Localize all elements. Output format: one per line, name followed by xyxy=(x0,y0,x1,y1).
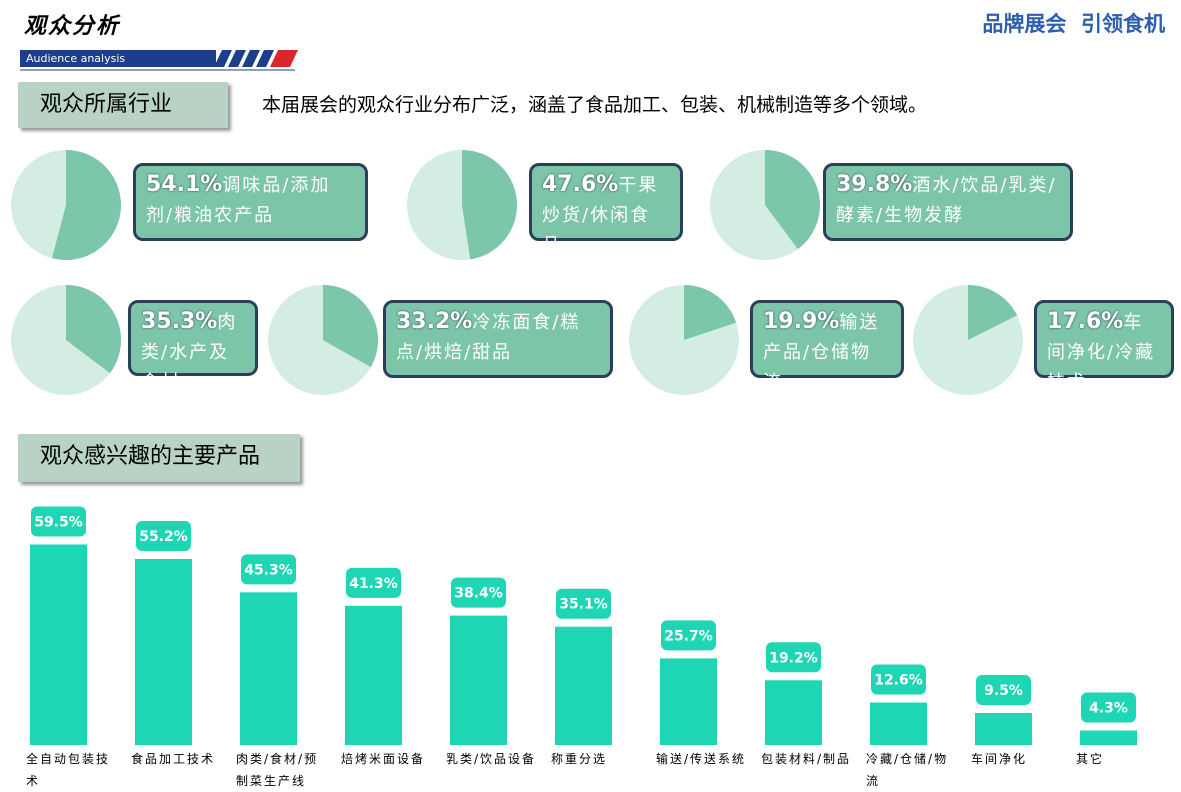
bar xyxy=(30,544,87,745)
category-label: 冷藏/仓储/物流 xyxy=(866,752,949,788)
pie-category-label: 干果炒货/休闲食品 xyxy=(542,175,659,256)
value-label-box xyxy=(346,567,401,598)
pie-slice xyxy=(684,285,737,340)
pie-category-label: 肉类/水产及食材 xyxy=(141,312,238,393)
pie-value-label: 35.3% xyxy=(141,309,218,334)
value-label: 4.3% xyxy=(1089,701,1128,717)
bar xyxy=(660,658,717,745)
pie-label-box: 17.6%车间净化/冷藏技术 xyxy=(1034,300,1174,393)
pie-value-label: 39.8% xyxy=(836,172,913,197)
pie-category-label: 车间净化/冷藏技术 xyxy=(1047,312,1156,393)
category-label: 乳类/饮品设备 xyxy=(446,752,537,766)
category-label: 其它 xyxy=(1076,752,1105,766)
pie-category-label: 输送产品/仓储物流 xyxy=(763,312,880,393)
pie-slice xyxy=(51,150,121,260)
value-label: 59.5% xyxy=(34,514,83,530)
pie-slice xyxy=(323,285,378,368)
section-tab: 观众所属行业 xyxy=(18,82,228,128)
pie-category-label: 调味品/添加剂/粮油农产品 xyxy=(146,175,331,226)
category-label: 包装材料/制品 xyxy=(761,752,852,766)
pie-label-box: 54.1%调味品/添加剂/粮油农产品 xyxy=(133,163,368,241)
value-label-box xyxy=(976,674,1031,705)
bar xyxy=(450,615,507,745)
value-label-box xyxy=(661,620,716,651)
category-label: 全自动包装技术 xyxy=(26,752,111,788)
category-label: 食品加工技术 xyxy=(131,752,216,766)
category-label: 输送/传送系统 xyxy=(656,752,747,766)
value-label-box xyxy=(871,664,926,695)
bar xyxy=(345,605,402,745)
pie-label-box: 35.3%肉类/水产及食材 xyxy=(128,300,258,393)
value-label: 38.4% xyxy=(454,586,503,602)
value-label-box xyxy=(451,577,506,608)
bar xyxy=(1080,730,1137,745)
pie-value-label: 19.9% xyxy=(763,309,840,334)
value-label-box xyxy=(556,588,611,619)
pie-label-box: 39.8%酒水/饮品/乳类/酵素/生物发酵 xyxy=(823,163,1073,241)
bar xyxy=(765,680,822,745)
value-label: 9.5% xyxy=(984,683,1023,699)
pie-slice xyxy=(968,285,1018,340)
pie-label-box: 19.9%输送产品/仓储物流 xyxy=(750,300,904,393)
pie-label-box: 33.2%冷冻面食/糕点/烘焙/甜品 xyxy=(383,300,613,378)
bar xyxy=(240,592,297,745)
category-label: 焙烤米面设备 xyxy=(341,752,426,766)
bar xyxy=(135,558,192,745)
category-label: 肉类/食材/预制菜生产线 xyxy=(236,752,319,788)
category-label: 称重分选 xyxy=(551,752,608,766)
pie-value-label: 17.6% xyxy=(1047,309,1124,334)
brand-slogan: 品牌展会 引领食机 xyxy=(982,12,1165,36)
pie-slice xyxy=(765,150,820,250)
value-label-box xyxy=(136,520,191,551)
pie-category-label: 冷冻面食/糕点/烘焙/甜品 xyxy=(396,312,581,363)
bar xyxy=(870,702,927,745)
value-label: 45.3% xyxy=(244,562,293,578)
value-label: 19.2% xyxy=(769,650,818,666)
pie-category-label: 酒水/饮品/乳类/酵素/生物发酵 xyxy=(836,175,1057,226)
value-label: 12.6% xyxy=(874,673,923,689)
section-tab: 观众感兴趣的主要产品 xyxy=(18,434,300,482)
pie-value-label: 33.2% xyxy=(396,309,473,334)
value-label-box xyxy=(31,506,86,537)
pie-label-box: 47.6%干果炒货/休闲食品 xyxy=(529,163,683,256)
bar xyxy=(555,626,612,745)
pie-value-label: 47.6% xyxy=(542,172,619,197)
section-description: 本届展会的观众行业分布广泛，涵盖了食品加工、包装、机械制造等多个领域。 xyxy=(262,94,928,116)
category-label: 车间净化 xyxy=(971,752,1028,766)
value-label-box xyxy=(766,642,821,673)
bar xyxy=(975,712,1032,745)
value-label-box xyxy=(1081,692,1136,723)
value-label: 41.3% xyxy=(349,576,398,592)
value-label: 55.2% xyxy=(139,529,188,545)
stripes xyxy=(214,50,298,67)
pie-slice xyxy=(462,150,517,260)
page-title: 观众分析 xyxy=(24,13,121,39)
value-label: 25.7% xyxy=(664,628,713,644)
value-label: 35.1% xyxy=(559,597,608,613)
pie-value-label: 54.1% xyxy=(146,172,223,197)
page-subtitle: Audience analysis xyxy=(20,50,216,67)
value-label-box xyxy=(241,554,296,585)
pie-slice xyxy=(66,285,122,374)
